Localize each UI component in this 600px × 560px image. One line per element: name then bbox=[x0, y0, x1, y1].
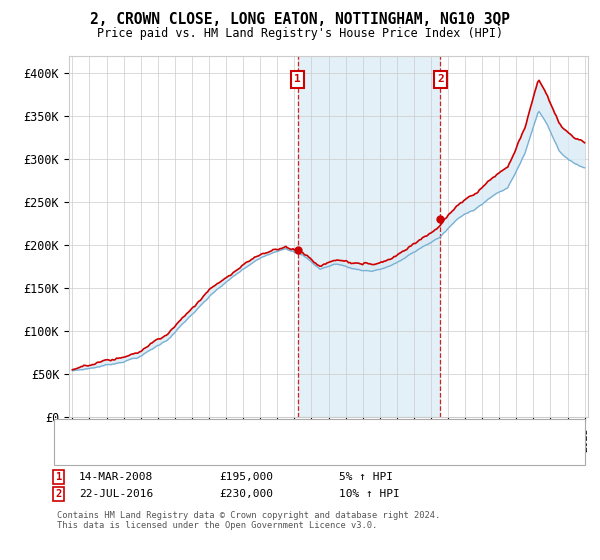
Text: 10% ↑ HPI: 10% ↑ HPI bbox=[339, 489, 400, 499]
Text: Contains HM Land Registry data © Crown copyright and database right 2024.
This d: Contains HM Land Registry data © Crown c… bbox=[57, 511, 440, 530]
Text: 1: 1 bbox=[295, 74, 301, 84]
Text: 22-JUL-2016: 22-JUL-2016 bbox=[79, 489, 154, 499]
Text: 5% ↑ HPI: 5% ↑ HPI bbox=[339, 472, 393, 482]
Text: 2: 2 bbox=[56, 489, 62, 499]
Text: 2, CROWN CLOSE, LONG EATON, NOTTINGHAM, NG10 3QP (detached house): 2, CROWN CLOSE, LONG EATON, NOTTINGHAM, … bbox=[87, 438, 485, 449]
Text: £230,000: £230,000 bbox=[219, 489, 273, 499]
Text: —: — bbox=[65, 435, 76, 452]
Text: 1: 1 bbox=[56, 472, 62, 482]
Bar bbox=[298, 56, 440, 417]
Text: —: — bbox=[65, 445, 76, 463]
Text: 14-MAR-2008: 14-MAR-2008 bbox=[79, 472, 154, 482]
Text: 2, CROWN CLOSE, LONG EATON, NOTTINGHAM, NG10 3QP: 2, CROWN CLOSE, LONG EATON, NOTTINGHAM, … bbox=[90, 12, 510, 27]
Text: 2: 2 bbox=[437, 74, 443, 84]
Text: Price paid vs. HM Land Registry's House Price Index (HPI): Price paid vs. HM Land Registry's House … bbox=[97, 27, 503, 40]
Text: HPI: Average price, detached house, Erewash: HPI: Average price, detached house, Erew… bbox=[87, 449, 350, 459]
Text: £195,000: £195,000 bbox=[219, 472, 273, 482]
